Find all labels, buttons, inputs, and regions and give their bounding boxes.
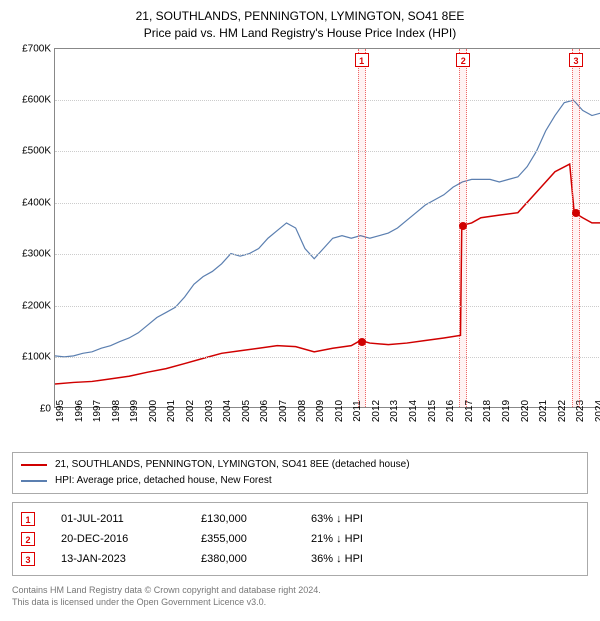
row-price: £380,000 bbox=[201, 553, 301, 565]
row-date: 13-JAN-2023 bbox=[61, 553, 191, 565]
title-line-2: Price paid vs. HM Land Registry's House … bbox=[12, 25, 588, 42]
table-row: 1 01-JUL-2011 £130,000 63% ↓ HPI bbox=[21, 509, 579, 529]
title-line-1: 21, SOUTHLANDS, PENNINGTON, LYMINGTON, S… bbox=[12, 8, 588, 25]
y-tick-label: £200K bbox=[22, 300, 51, 311]
event-band bbox=[572, 49, 580, 407]
event-marker-2: 2 bbox=[456, 53, 470, 67]
gridline bbox=[55, 151, 600, 152]
data-point bbox=[572, 209, 580, 217]
gridline bbox=[55, 306, 600, 307]
row-diff: 36% ↓ HPI bbox=[311, 553, 579, 565]
legend-item: HPI: Average price, detached house, New … bbox=[21, 473, 579, 489]
y-tick-label: £100K bbox=[22, 352, 51, 363]
row-date: 20-DEC-2016 bbox=[61, 533, 191, 545]
legend-item: 21, SOUTHLANDS, PENNINGTON, LYMINGTON, S… bbox=[21, 457, 579, 473]
legend-swatch bbox=[21, 480, 47, 482]
event-marker-1: 1 bbox=[355, 53, 369, 67]
table-row: 2 20-DEC-2016 £355,000 21% ↓ HPI bbox=[21, 529, 579, 549]
gridline bbox=[55, 100, 600, 101]
legend-label: HPI: Average price, detached house, New … bbox=[55, 473, 272, 489]
chart-svg bbox=[55, 49, 600, 407]
row-marker: 1 bbox=[21, 512, 35, 526]
row-date: 01-JUL-2011 bbox=[61, 513, 191, 525]
legend-label: 21, SOUTHLANDS, PENNINGTON, LYMINGTON, S… bbox=[55, 457, 410, 473]
table-row: 3 13-JAN-2023 £380,000 36% ↓ HPI bbox=[21, 549, 579, 569]
row-marker: 2 bbox=[21, 532, 35, 546]
chart-legend: 21, SOUTHLANDS, PENNINGTON, LYMINGTON, S… bbox=[12, 452, 588, 494]
y-tick-label: £400K bbox=[22, 197, 51, 208]
y-tick-label: £600K bbox=[22, 95, 51, 106]
chart-container: 21, SOUTHLANDS, PENNINGTON, LYMINGTON, S… bbox=[0, 0, 600, 621]
series-hpi bbox=[55, 100, 600, 357]
gridline bbox=[55, 254, 600, 255]
data-point bbox=[459, 222, 467, 230]
chart-footnote: Contains HM Land Registry data © Crown c… bbox=[12, 584, 588, 609]
data-point bbox=[358, 338, 366, 346]
y-tick-label: £0 bbox=[40, 403, 51, 414]
gridline bbox=[55, 203, 600, 204]
event-band bbox=[358, 49, 366, 407]
event-marker-3: 3 bbox=[569, 53, 583, 67]
y-tick-label: £500K bbox=[22, 146, 51, 157]
row-price: £355,000 bbox=[201, 533, 301, 545]
row-price: £130,000 bbox=[201, 513, 301, 525]
event-table: 1 01-JUL-2011 £130,000 63% ↓ HPI 2 20-DEC-201… bbox=[12, 502, 588, 576]
y-tick-label: £300K bbox=[22, 249, 51, 260]
chart-titles: 21, SOUTHLANDS, PENNINGTON, LYMINGTON, S… bbox=[12, 8, 588, 42]
row-diff: 21% ↓ HPI bbox=[311, 533, 579, 545]
series-price_paid bbox=[55, 164, 600, 384]
chart-plot-area: £0£100K£200K£300K£400K£500K£600K£700K 19… bbox=[54, 48, 600, 408]
footnote-line-2: This data is licensed under the Open Gov… bbox=[12, 596, 588, 609]
gridline bbox=[55, 357, 600, 358]
legend-swatch bbox=[21, 464, 47, 466]
row-diff: 63% ↓ HPI bbox=[311, 513, 579, 525]
y-tick-label: £700K bbox=[22, 43, 51, 54]
row-marker: 3 bbox=[21, 552, 35, 566]
